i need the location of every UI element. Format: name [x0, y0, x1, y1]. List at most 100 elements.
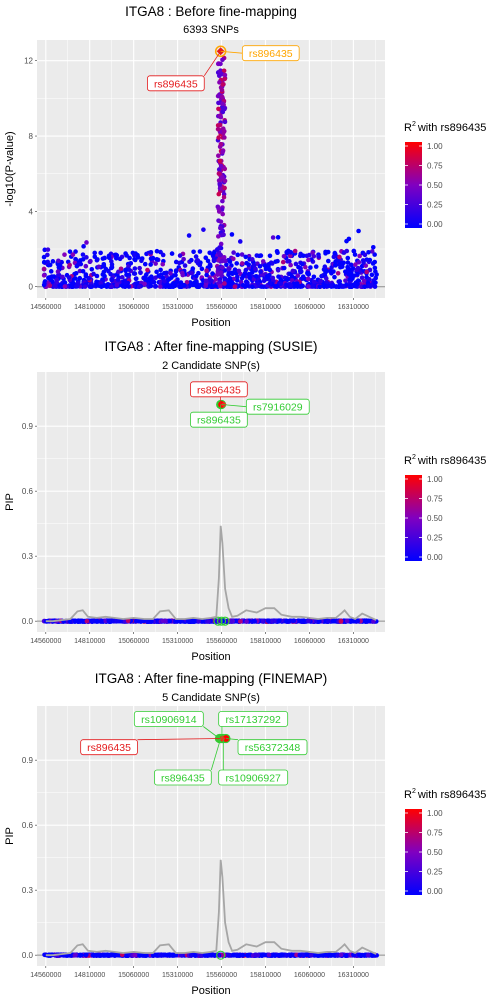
- snp-point: [220, 95, 225, 100]
- snp-point: [212, 259, 217, 264]
- snp-point: [133, 953, 138, 958]
- snp-point: [253, 267, 258, 272]
- snp-point: [220, 265, 225, 270]
- snp-point: [219, 142, 224, 147]
- snp-point: [355, 619, 360, 624]
- snp-label: rs10906914: [141, 714, 197, 726]
- legend-tick-label: 0.75: [427, 829, 443, 838]
- snp-point: [363, 253, 368, 258]
- snp-point: [282, 254, 287, 259]
- snp-point: [223, 120, 228, 125]
- snp-point: [256, 281, 261, 286]
- snp-point: [241, 283, 246, 288]
- snp-point: [84, 264, 89, 269]
- snp-point: [220, 88, 225, 93]
- snp-point: [331, 953, 336, 958]
- snp-point: [263, 263, 268, 268]
- x-tick-label: 14810000: [74, 972, 105, 979]
- snp-point: [314, 264, 319, 269]
- snp-point: [226, 953, 231, 958]
- snp-point: [218, 70, 223, 75]
- snp-point: [111, 952, 116, 957]
- snp-point: [189, 258, 194, 263]
- snp-point: [288, 263, 293, 268]
- snp-point: [318, 279, 323, 284]
- y-tick-label: 0.0: [22, 617, 34, 626]
- snp-point: [348, 283, 353, 288]
- snp-point: [336, 271, 341, 276]
- snp-point: [73, 952, 78, 957]
- snp-point: [221, 232, 226, 237]
- snp-point: [339, 952, 344, 957]
- snp-label: rs896435: [161, 773, 205, 785]
- snp-point: [267, 262, 272, 267]
- snp-point: [48, 283, 53, 288]
- snp-point: [278, 281, 283, 286]
- r2-legend: R2 with rs896435 1.00 0.75 0.50 0.25 0.00: [404, 788, 486, 896]
- snp-point: [153, 261, 158, 266]
- snp-point: [218, 284, 223, 289]
- snp-point: [220, 259, 225, 264]
- snp-point: [132, 253, 137, 258]
- snp-point: [75, 283, 80, 288]
- snp-point: [222, 281, 227, 286]
- snp-point: [301, 253, 306, 258]
- panel-before: ITGA8 : Before fine-mapping 6393 SNPs 0 4 8 1…: [4, 4, 486, 329]
- snp-point: [345, 265, 350, 270]
- snp-point: [218, 62, 223, 67]
- snp-point: [360, 953, 365, 958]
- snp-point: [102, 274, 107, 279]
- panel-susie: ITGA8 : After fine-mapping (SUSIE)2 Cand…: [4, 339, 486, 663]
- snp-point: [309, 953, 314, 958]
- snp-point: [137, 953, 142, 958]
- snp-point: [104, 284, 109, 289]
- snp-point: [67, 275, 72, 280]
- y-axis-label: PIP: [4, 827, 16, 845]
- snp-point: [364, 270, 369, 275]
- snp-point: [191, 249, 196, 254]
- x-axis-label: Position: [191, 985, 230, 997]
- snp-point: [296, 265, 301, 270]
- x-tick-label: 15060000: [118, 638, 149, 645]
- snp-point: [246, 262, 251, 267]
- snp-point: [291, 618, 296, 623]
- chart-subtitle: 6393 SNPs: [183, 24, 239, 36]
- snp-point: [107, 255, 112, 260]
- snp-point: [284, 250, 289, 255]
- legend-tick-label: 0.50: [427, 181, 443, 190]
- x-tick-label: 16060000: [294, 972, 325, 979]
- snp-point: [71, 252, 76, 257]
- snp-point: [178, 253, 183, 258]
- snp-point: [154, 270, 159, 275]
- snp-point: [297, 953, 302, 958]
- x-tick-label: 16060000: [294, 638, 325, 645]
- snp-point: [170, 282, 175, 287]
- snp-point: [198, 249, 203, 254]
- snp-point: [339, 261, 344, 266]
- x-tick-label: 15810000: [250, 638, 281, 645]
- snp-point: [221, 82, 226, 87]
- snp-point: [268, 268, 273, 273]
- x-tick-label: 15310000: [162, 638, 193, 645]
- snp-point: [273, 953, 278, 958]
- snp-label: rs896435: [154, 78, 198, 90]
- snp-point: [102, 270, 107, 275]
- snp-point: [265, 274, 270, 279]
- snp-point: [123, 268, 128, 273]
- snp-point: [143, 262, 148, 267]
- snp-point: [261, 259, 266, 264]
- snp-point: [345, 256, 350, 261]
- snp-point: [238, 619, 243, 624]
- x-tick-label: 14560000: [30, 304, 61, 311]
- snp-point: [252, 619, 257, 624]
- snp-point: [333, 251, 338, 256]
- snp-point: [344, 953, 349, 958]
- snp-label: rs896435: [249, 48, 293, 60]
- y-tick-label: 4: [29, 207, 34, 216]
- chart-title: ITGA8 : Before fine-mapping: [125, 4, 297, 19]
- snp-point: [85, 619, 90, 624]
- snp-point: [218, 123, 223, 128]
- x-tick-label: 15810000: [250, 972, 281, 979]
- snp-point: [243, 268, 248, 273]
